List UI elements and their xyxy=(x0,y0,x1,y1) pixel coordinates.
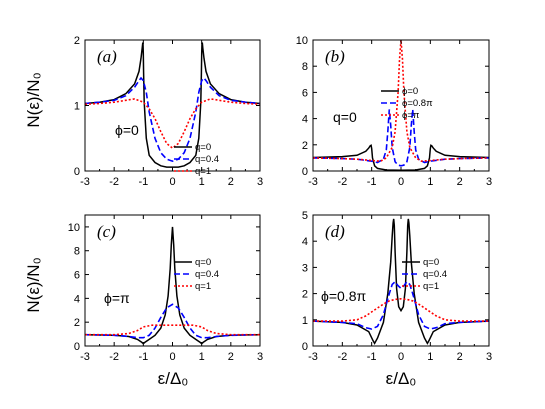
series-line-q-0 xyxy=(85,226,260,345)
x-tick-label: 1 xyxy=(427,176,433,188)
legend-label: q=0.4 xyxy=(195,154,219,165)
legend-label: q=1 xyxy=(423,281,439,292)
x-tick-label: 2 xyxy=(457,176,463,188)
x-tick-label: -3 xyxy=(80,351,90,363)
panel-annotation: ϕ=0.8π xyxy=(321,288,366,304)
y-tick-label: 6 xyxy=(74,270,80,282)
x-tick-label: 0 xyxy=(398,176,404,188)
series-line-q-0-4 xyxy=(85,76,260,163)
x-tick-label: -1 xyxy=(367,176,377,188)
y-tick-label: 2 xyxy=(302,289,308,301)
y-tick-label: 2 xyxy=(302,140,308,152)
x-tick-label: 3 xyxy=(486,351,492,363)
y-tick-label: 4 xyxy=(302,114,308,126)
legend: q=0q=0.4q=1 xyxy=(174,142,219,177)
y-tick-label: 0 xyxy=(74,166,80,178)
x-axis-label-left: ε/Δ₀ xyxy=(158,369,189,388)
x-tick-label: 0 xyxy=(169,176,175,188)
panel-label: (c) xyxy=(97,222,116,241)
y-tick-label: 6 xyxy=(302,87,308,99)
y-tick-label: 5 xyxy=(302,210,308,222)
series-line-q-1 xyxy=(313,297,489,322)
x-tick-label: 2 xyxy=(228,351,234,363)
panel-label: (d) xyxy=(325,222,345,241)
legend-label: q=0.4 xyxy=(423,269,447,280)
y-tick-label: 1 xyxy=(302,315,308,327)
y-tick-label: 0 xyxy=(302,341,308,353)
legend: q=0q=0.4q=1 xyxy=(402,257,447,292)
y-tick-label: 8 xyxy=(302,61,308,73)
panel-annotation: ϕ=π xyxy=(104,290,130,306)
panel-2: -3 -2 -1 0 1 2 3 0 2 4 6 8 10 (c) ϕ=π q=0q=0.4q=1 xyxy=(68,214,263,363)
x-tick-label: -2 xyxy=(337,176,347,188)
x-tick-label: 3 xyxy=(257,351,263,363)
y-tick-label: 0 xyxy=(74,341,80,353)
y-tick-label: 2 xyxy=(74,317,80,329)
x-tick-label: -1 xyxy=(367,351,377,363)
y-axis-label-bottom: N(ε)/N₀ xyxy=(24,257,43,312)
series-line-q-1 xyxy=(85,324,260,336)
x-tick-label: -3 xyxy=(308,351,318,363)
legend-label: q=0 xyxy=(195,142,211,153)
x-tick-label: 1 xyxy=(427,351,433,363)
y-tick-label: 0 xyxy=(302,166,308,178)
panel-annotation: q=0 xyxy=(333,109,357,125)
legend: q=0q=0.4q=1 xyxy=(174,257,219,292)
x-axis-label-right: ε/Δ₀ xyxy=(386,369,417,388)
x-tick-label: -1 xyxy=(138,351,148,363)
x-tick-label: 3 xyxy=(257,176,263,188)
x-tick-label: 2 xyxy=(228,176,234,188)
x-tick-label: -2 xyxy=(337,351,347,363)
x-tick-label: -1 xyxy=(138,176,148,188)
series-line-q-0-4 xyxy=(313,280,489,330)
panel-0: -3 -2 -1 0 1 2 3 0 1 2 (a) ϕ=0 q=0q=0.4q=1 xyxy=(74,35,263,188)
y-tick-label: 4 xyxy=(302,236,308,248)
x-tick-label: -3 xyxy=(80,176,90,188)
legend-label: ϕ=0 xyxy=(402,86,418,97)
panel-3: -3 -2 -1 0 1 2 3 0 1 2 3 4 5 (d) ϕ=0.8π q=0q=0.4q=1 xyxy=(302,210,492,363)
legend-label: q=0 xyxy=(195,257,211,268)
legend-label: q=0 xyxy=(423,257,439,268)
series-line-q-0-4 xyxy=(85,303,260,339)
legend-label: q=1 xyxy=(195,166,211,177)
x-tick-label: -2 xyxy=(109,351,119,363)
legend-label: ϕ=0.8π xyxy=(402,98,433,109)
panel-1: -3 -2 -1 0 1 2 3 0 2 4 6 8 10 (b) q=0 ϕ=0ϕ=0.8πϕ=π xyxy=(296,35,492,188)
y-tick-label: 10 xyxy=(296,35,308,47)
panel-label: (b) xyxy=(325,47,345,66)
y-tick-label: 1 xyxy=(74,101,80,113)
series-line-- xyxy=(313,40,489,163)
legend: ϕ=0ϕ=0.8πϕ=π xyxy=(381,86,433,121)
series-line-q-0 xyxy=(313,218,489,345)
x-tick-label: 2 xyxy=(457,351,463,363)
x-tick-label: -3 xyxy=(308,176,318,188)
y-axis-label-top: N(ε)/N₀ xyxy=(24,72,43,127)
x-tick-label: 1 xyxy=(199,176,205,188)
y-tick-label: 8 xyxy=(74,246,80,258)
legend-label: q=0.4 xyxy=(195,269,219,280)
x-tick-label: 1 xyxy=(199,351,205,363)
x-tick-label: 0 xyxy=(398,351,404,363)
x-tick-label: 0 xyxy=(169,351,175,363)
y-tick-label: 4 xyxy=(74,293,80,305)
y-tick-label: 2 xyxy=(74,35,80,47)
y-tick-label: 3 xyxy=(302,262,308,274)
legend-label: ϕ=π xyxy=(402,110,420,121)
legend-label: q=1 xyxy=(195,281,211,292)
x-tick-label: 3 xyxy=(486,176,492,188)
y-tick-label: 10 xyxy=(68,222,80,234)
x-tick-label: -2 xyxy=(109,176,119,188)
panel-label: (a) xyxy=(97,47,117,66)
panel-annotation: ϕ=0 xyxy=(115,122,139,138)
series-line-q-1 xyxy=(85,98,260,150)
